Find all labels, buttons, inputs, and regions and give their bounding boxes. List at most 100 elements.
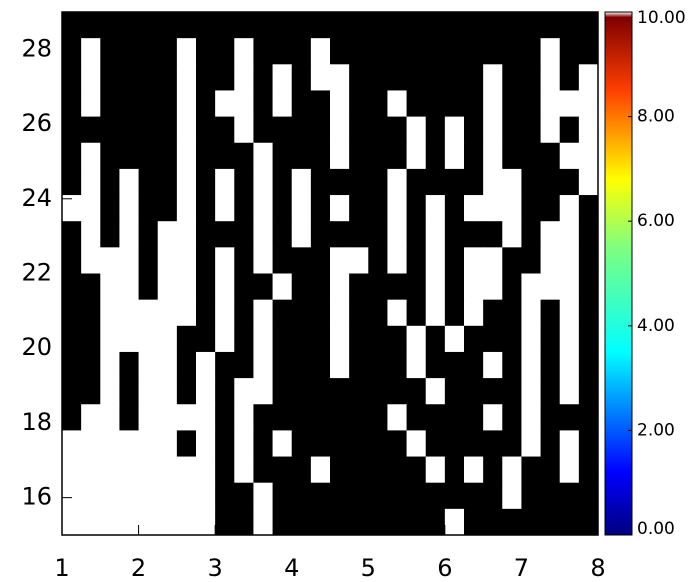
heatmap-cell (540, 508, 561, 536)
heatmap-cell (272, 299, 293, 327)
heatmap-cell (310, 221, 331, 248)
heatmap-cell (464, 12, 484, 39)
x-tick-label: 6 (437, 554, 452, 582)
heatmap-cell (176, 64, 197, 91)
heatmap-cell (310, 456, 331, 484)
heatmap-cell (349, 456, 369, 484)
heatmap-cell (272, 378, 293, 405)
heatmap-cell (138, 378, 159, 405)
heatmap-cell (176, 325, 197, 353)
heatmap-cell (559, 247, 580, 274)
heatmap-cell (272, 221, 293, 248)
heatmap-cell (387, 195, 408, 222)
heatmap-cell (521, 378, 542, 405)
heatmap-cell (464, 456, 484, 484)
heatmap-cell (425, 247, 446, 274)
heatmap-cell (176, 38, 197, 65)
heatmap-cell (100, 351, 120, 379)
heatmap-cell (502, 482, 522, 510)
heatmap-cell (464, 482, 484, 510)
heatmap-cell (62, 195, 82, 222)
heatmap-cell (349, 142, 369, 170)
heatmap-cell (234, 325, 254, 353)
heatmap-cell (100, 168, 120, 196)
heatmap-cell (444, 325, 465, 353)
heatmap-cell (559, 195, 580, 222)
heatmap-cell (406, 221, 427, 248)
heatmap-cell (540, 378, 561, 405)
heatmap-cell (176, 351, 197, 379)
heatmap-cell (215, 221, 235, 248)
heatmap-cell (81, 508, 101, 536)
heatmap-cell (387, 482, 408, 510)
heatmap-cell (196, 378, 216, 405)
heatmap-cell (559, 325, 580, 353)
heatmap-cell (483, 378, 503, 405)
heatmap-cell (215, 247, 235, 274)
heatmap-cell (521, 90, 542, 118)
heatmap-cell (349, 38, 369, 65)
heatmap-cell (234, 142, 254, 170)
heatmap-cell (81, 299, 101, 327)
heatmap-cell (215, 195, 235, 222)
heatmap-cell (196, 430, 216, 458)
heatmap-cell (291, 430, 312, 458)
heatmap-cell (81, 12, 101, 39)
heatmap-cell (81, 247, 101, 274)
heatmap-cell (349, 299, 369, 327)
heatmap-cell (196, 456, 216, 484)
heatmap-cell (62, 90, 82, 118)
heatmap-cell (62, 508, 82, 536)
heatmap-cell (234, 482, 254, 510)
heatmap-cell (138, 90, 159, 118)
heatmap-cell (502, 247, 522, 274)
heatmap-cell (196, 116, 216, 144)
x-tick-label: 4 (284, 554, 299, 582)
heatmap-cell (425, 482, 446, 510)
heatmap-cell (330, 404, 350, 431)
x-tick-label: 2 (131, 554, 146, 582)
heatmap-cell (234, 116, 254, 144)
heatmap-cell (330, 351, 350, 379)
heatmap-cell (502, 299, 522, 327)
heatmap-cell (119, 142, 140, 170)
heatmap-cell (444, 64, 465, 91)
heatmap-cell (368, 64, 388, 91)
heatmap-cell (368, 456, 388, 484)
heatmap-cell (215, 90, 235, 118)
heatmap-cell (291, 273, 312, 301)
heatmap-cell (425, 142, 446, 170)
heatmap-cell (368, 12, 388, 39)
heatmap-cell (425, 273, 446, 301)
heatmap-cell (406, 456, 427, 484)
heatmap-cell (81, 351, 101, 379)
heatmap-cell (540, 195, 561, 222)
heatmap-cell (253, 404, 274, 431)
heatmap-cell (406, 299, 427, 327)
heatmap-cell (578, 404, 599, 431)
heatmap-cell (540, 299, 561, 327)
heatmap-cell (62, 325, 82, 353)
heatmap-cell (81, 116, 101, 144)
heatmap-cell (310, 12, 331, 39)
heatmap-cell (521, 12, 542, 39)
heatmap-cell (196, 508, 216, 536)
heatmap-cell (521, 482, 542, 510)
heatmap-cell (81, 404, 101, 431)
heatmap-cell (444, 195, 465, 222)
heatmap-cell (119, 247, 140, 274)
heatmap-cell (521, 116, 542, 144)
heatmap-cell (559, 299, 580, 327)
heatmap-cell (234, 12, 254, 39)
heatmap-cell (62, 456, 82, 484)
heatmap-cell (291, 351, 312, 379)
heatmap-cell (368, 404, 388, 431)
x-tick-label: 3 (208, 554, 223, 582)
heatmap-cell (100, 404, 120, 431)
heatmap-cell (349, 195, 369, 222)
heatmap-cell (253, 12, 274, 39)
heatmap-cell (119, 195, 140, 222)
heatmap-cell (406, 195, 427, 222)
heatmap-cell (62, 247, 82, 274)
